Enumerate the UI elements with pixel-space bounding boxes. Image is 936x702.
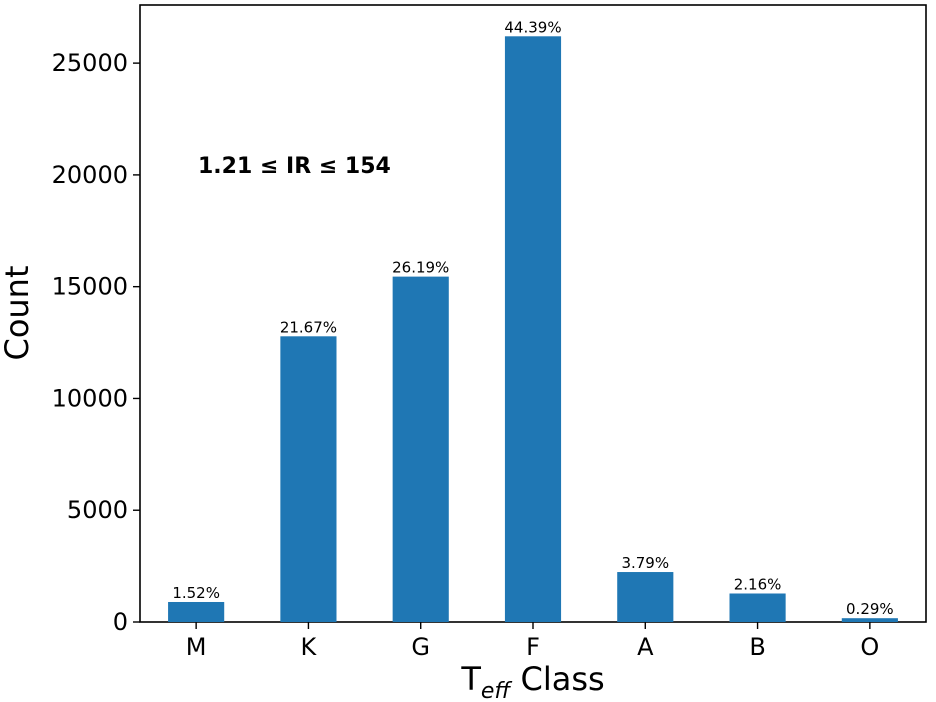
bar-label-G: 26.19% bbox=[392, 259, 449, 277]
x-axis-title-subscript: eff bbox=[481, 679, 513, 702]
y-tick-label: 5000 bbox=[67, 496, 128, 524]
y-tick-label: 0 bbox=[113, 608, 128, 636]
bar-M bbox=[168, 601, 225, 622]
ir-range-annotation: 1.21 ≤ IR ≤ 154 bbox=[198, 154, 391, 179]
bar-label-O: 0.29% bbox=[846, 600, 894, 618]
bar-F bbox=[504, 36, 562, 622]
bar-label-B: 2.16% bbox=[734, 575, 782, 593]
x-tick-label-M: M bbox=[186, 633, 207, 661]
y-axis: 0 5000 10000 15000 20000 25000 bbox=[52, 49, 140, 636]
y-tick-label: 10000 bbox=[52, 384, 128, 412]
bar-O bbox=[841, 618, 898, 622]
x-tick-label-B: B bbox=[749, 633, 765, 661]
x-tick-label-A: A bbox=[637, 633, 654, 661]
bars-group bbox=[168, 36, 898, 622]
y-tick-label: 15000 bbox=[52, 273, 128, 301]
bar-labels-group: 1.52% 21.67% 26.19% 44.39% 3.79% 2.16% 0.29% bbox=[172, 18, 893, 618]
bar-label-F: 44.39% bbox=[504, 18, 561, 36]
x-tick-label-O: O bbox=[860, 633, 879, 661]
bar-label-M: 1.52% bbox=[172, 584, 220, 602]
y-tick-label: 20000 bbox=[52, 161, 128, 189]
y-axis-title: Count bbox=[0, 265, 36, 360]
x-axis-title-main: T bbox=[460, 660, 481, 698]
x-tick-label-G: G bbox=[411, 633, 430, 661]
x-tick-label-F: F bbox=[526, 633, 540, 661]
x-tick-label-K: K bbox=[301, 633, 318, 661]
bar-A bbox=[617, 572, 674, 622]
bar-label-K: 21.67% bbox=[280, 318, 337, 336]
x-axis-title-suffix: Class bbox=[510, 660, 604, 698]
x-axis-title: Teff Class bbox=[460, 660, 604, 702]
bar-B bbox=[729, 593, 786, 622]
bar-G bbox=[392, 276, 449, 622]
bar-K bbox=[280, 336, 337, 622]
bar-label-A: 3.79% bbox=[621, 554, 669, 572]
y-tick-label: 25000 bbox=[52, 49, 128, 77]
